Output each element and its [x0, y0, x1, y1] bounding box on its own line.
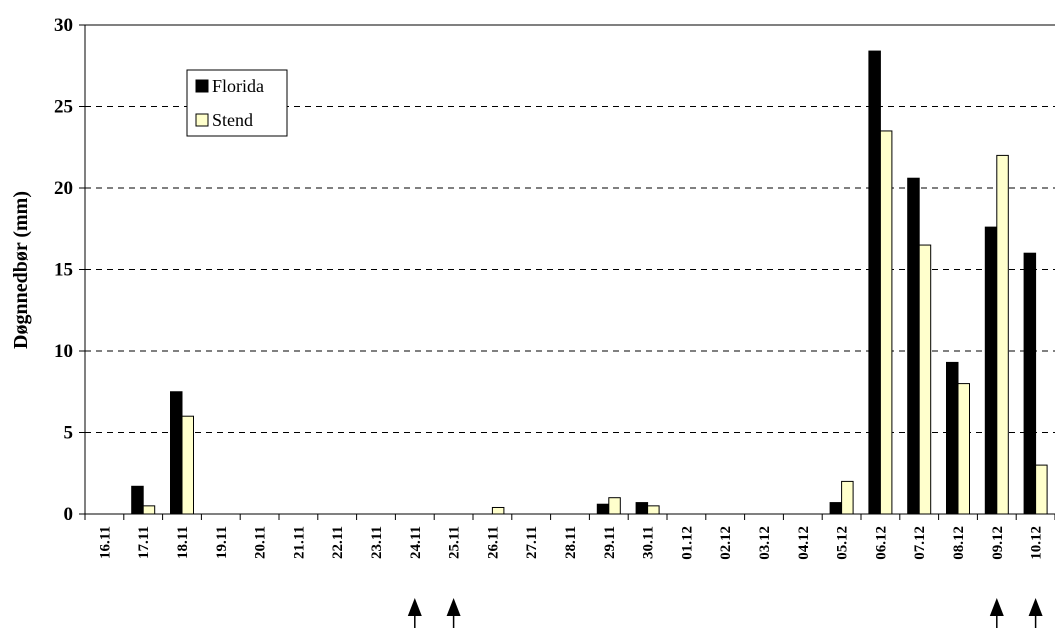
x-tick-label: 04.12 [796, 526, 812, 560]
x-tick-label: 18.11 [175, 526, 191, 559]
y-tick-label: 10 [54, 341, 73, 362]
x-tick-label: 07.12 [912, 526, 928, 560]
y-tick-label: 0 [64, 504, 74, 525]
bar-florida [946, 361, 959, 515]
x-tick-label: 25.11 [447, 526, 463, 559]
bar-stend [142, 505, 156, 515]
axes-layer [79, 24, 1055, 520]
x-tick-label: 30.11 [641, 526, 657, 559]
x-tick-label: 22.11 [330, 526, 346, 559]
x-tick-label: 20.11 [253, 526, 269, 559]
bars-layer [131, 50, 1048, 515]
x-tick-label: 28.11 [563, 526, 579, 559]
bar-florida [868, 50, 881, 515]
bar-florida [596, 503, 610, 515]
bar-stend [918, 244, 932, 515]
legend-swatch-florida [195, 79, 209, 93]
bar-florida [170, 391, 183, 515]
arrow-head [446, 598, 461, 616]
x-tick-label: 29.11 [602, 526, 618, 559]
y-tick-label: 5 [64, 423, 74, 444]
bar-stend [181, 415, 194, 515]
x-tick-label: 01.12 [679, 526, 695, 560]
bar-stend [957, 383, 970, 515]
arrow-head [989, 598, 1004, 616]
x-tick-label: 03.12 [757, 526, 773, 560]
legend-swatch-stend [195, 113, 209, 127]
bar-stend [491, 506, 505, 515]
x-tick-label: 24.11 [408, 526, 424, 559]
bar-stend [841, 480, 854, 515]
bar-florida [635, 502, 649, 515]
x-tick-label: 02.12 [718, 526, 734, 560]
bar-stend [608, 497, 621, 515]
x-tick-label: 19.11 [214, 526, 230, 559]
x-tick-label: 16.11 [97, 526, 113, 559]
bar-stend [996, 154, 1009, 515]
legend: Florida Stend [186, 69, 288, 137]
x-tick-label: 27.11 [524, 526, 540, 559]
x-tick-label: 21.11 [291, 526, 307, 559]
arrow-head [407, 598, 422, 616]
bar-florida [131, 485, 144, 515]
x-tick-label: 17.11 [136, 526, 152, 559]
bar-stend [1035, 464, 1048, 515]
ticks-layer: 0 5 10 15 20 25 30 16.11 17.11 18.11 19.11 20.11 21.… [54, 15, 1045, 560]
y-tick-label: 20 [54, 178, 73, 199]
legend-label-stend: Stend [212, 110, 253, 130]
bar-stend [647, 505, 660, 515]
bar-florida [829, 502, 843, 515]
bar-florida [984, 226, 998, 515]
x-tick-label: 26.11 [485, 526, 501, 559]
x-tick-label: 05.12 [835, 526, 851, 560]
x-tick-label: 08.12 [951, 526, 967, 560]
bar-stend [879, 130, 893, 515]
bar-florida [1023, 252, 1037, 515]
grid-layer [85, 24, 1055, 433]
x-tick-label: 10.12 [1029, 526, 1045, 560]
arrows-layer [407, 598, 1043, 628]
y-tick-label: 25 [54, 97, 73, 118]
legend-label-florida: Florida [212, 76, 264, 96]
y-tick-label: 15 [54, 260, 73, 281]
bar-florida [907, 177, 920, 515]
x-tick-label: 06.12 [873, 526, 889, 560]
y-axis-label: Døgnnedbør (mm) [10, 191, 32, 349]
x-tick-label: 23.11 [369, 526, 385, 559]
y-tick-label: 30 [54, 15, 73, 36]
arrow-head [1028, 598, 1043, 616]
x-tick-label: 09.12 [990, 526, 1006, 560]
